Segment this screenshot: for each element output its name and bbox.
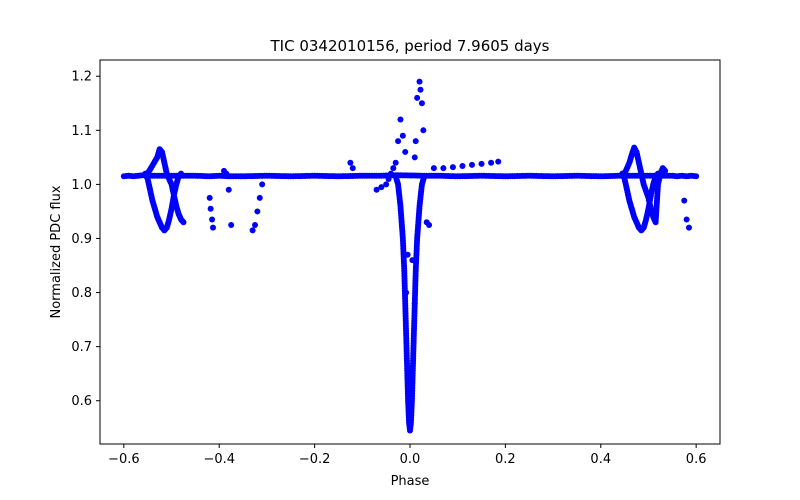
data-point (693, 173, 700, 180)
data-point (347, 159, 354, 166)
data-point (430, 165, 437, 172)
data-point (414, 94, 421, 101)
data-point (426, 221, 433, 228)
x-tick-label: −0.2 (299, 452, 331, 467)
data-point (683, 216, 690, 223)
data-point (469, 161, 475, 168)
data-point (385, 175, 392, 182)
data-point (403, 289, 410, 296)
data-point (402, 148, 409, 155)
data-point (387, 170, 394, 177)
data-point (252, 221, 258, 228)
data-point (373, 186, 380, 193)
x-tick-label: −0.6 (108, 452, 140, 467)
data-point (459, 163, 466, 170)
chart-title: TIC 0342010156, period 7.9605 days (269, 37, 549, 55)
data-point (412, 138, 419, 145)
data-point (397, 116, 404, 123)
data-point (681, 197, 688, 204)
y-tick-label: 0.9 (71, 232, 92, 247)
data-point (395, 138, 402, 145)
data-point (399, 132, 406, 139)
x-axis-label: Phase (391, 474, 430, 489)
data-point (411, 300, 418, 307)
data-point (259, 181, 266, 188)
data-point (223, 170, 230, 177)
data-point (420, 127, 427, 134)
data-point (416, 78, 423, 85)
data-point (390, 165, 397, 172)
data-point (392, 159, 399, 166)
x-axis: −0.6 −0.4 −0.2 0.0 0.2 0.4 0.6 (108, 444, 706, 467)
data-point (228, 221, 235, 228)
data-point (210, 224, 217, 231)
data-point (440, 165, 447, 172)
data-point (409, 257, 416, 264)
data-point (249, 227, 256, 234)
data-point (209, 216, 216, 223)
data-point (225, 186, 232, 193)
data-point (404, 251, 411, 258)
data-point (206, 194, 213, 201)
data-point (178, 170, 185, 177)
x-tick-label: 0.2 (495, 452, 516, 467)
y-tick-label: 0.7 (71, 340, 92, 355)
data-point (411, 154, 418, 161)
data-points (120, 78, 700, 434)
x-tick-label: −0.4 (203, 452, 235, 467)
x-tick-label: 0.4 (590, 452, 611, 467)
y-axis-label: Normalized PDC flux (49, 185, 64, 318)
data-point (383, 181, 390, 188)
y-axis: 0.6 0.7 0.8 0.9 1.0 1.1 1.2 (71, 70, 100, 409)
data-point (488, 159, 495, 166)
data-point (662, 167, 669, 174)
x-tick-label: 0.6 (686, 452, 707, 467)
y-tick-label: 1.2 (71, 70, 92, 85)
data-point (256, 194, 263, 201)
data-point (417, 86, 424, 93)
data-point (686, 224, 692, 231)
y-tick-label: 1.1 (71, 124, 92, 139)
data-point (449, 164, 456, 171)
y-tick-label: 1.0 (71, 178, 92, 193)
data-point (418, 100, 425, 107)
data-point (495, 158, 502, 165)
data-point (378, 184, 385, 191)
x-tick-label: 0.0 (400, 452, 421, 467)
data-point (478, 160, 485, 167)
y-tick-label: 0.6 (71, 394, 92, 409)
data-point (349, 165, 356, 172)
data-point (180, 219, 187, 226)
data-point (421, 173, 428, 180)
y-tick-label: 0.8 (71, 286, 92, 301)
data-point (207, 205, 214, 212)
data-point (254, 208, 261, 215)
